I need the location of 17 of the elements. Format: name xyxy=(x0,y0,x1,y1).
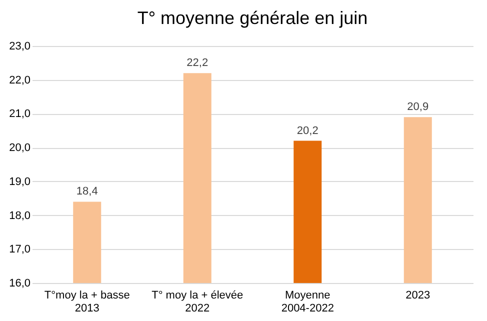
y-tick-label: 19,0 xyxy=(9,176,30,188)
x-tick-label: T°moy la + basse 2013 xyxy=(44,290,130,314)
data-label: 20,9 xyxy=(407,101,429,114)
x-tick-label: Moyenne 2004-2022 xyxy=(281,290,334,314)
y-tick-label: 18,0 xyxy=(9,210,30,222)
data-label: 18,4 xyxy=(76,186,98,198)
y-tick-label: 22,0 xyxy=(9,74,30,86)
data-label: 22,2 xyxy=(186,57,208,70)
y-tick-label: 20,0 xyxy=(9,142,30,154)
y-tick-label: 16,0 xyxy=(9,278,30,290)
data-label: 20,2 xyxy=(296,124,318,137)
x-tick-label: 2023 xyxy=(406,290,430,302)
y-tick-label: 23,0 xyxy=(9,40,30,52)
y-tick-label: 17,0 xyxy=(9,244,30,256)
x-tick-label: T° moy la + élevée 2022 xyxy=(152,290,244,314)
chart-title: T° moyenne générale en juin xyxy=(137,8,368,28)
y-tick-label: 21,0 xyxy=(9,108,30,120)
